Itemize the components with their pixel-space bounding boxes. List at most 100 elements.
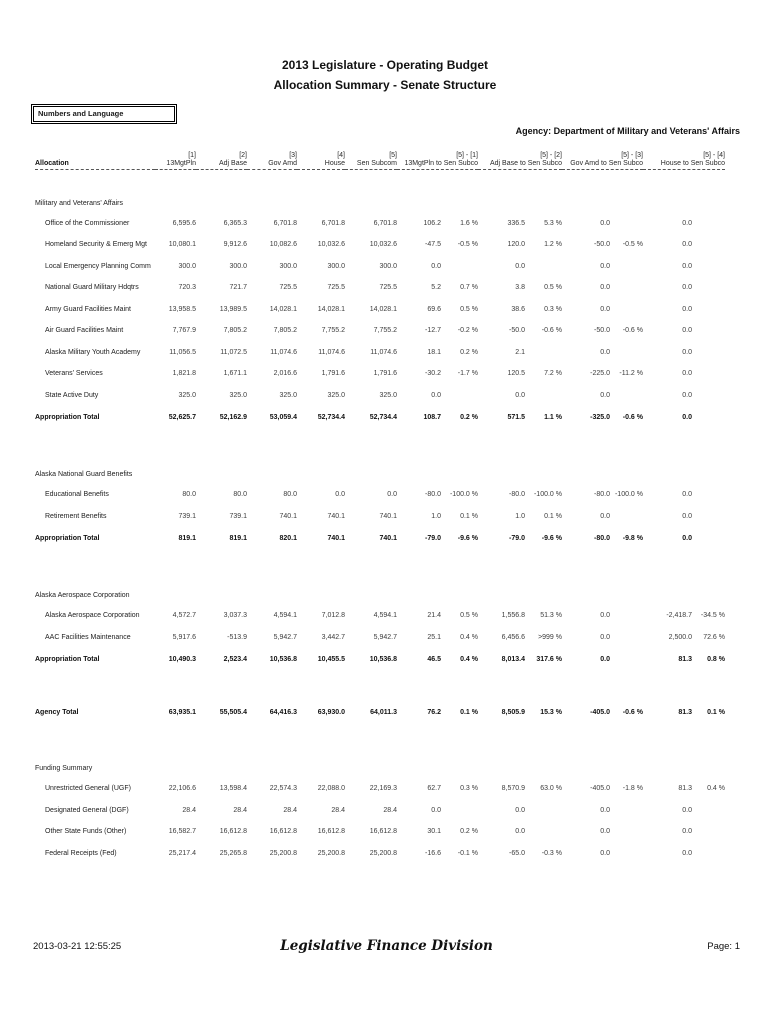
column-ref: [1] [188,151,196,159]
diff-value-cell: 0.0 [682,828,692,836]
diff-pct-cell: 51.3 % [540,612,562,620]
row-label: Army Guard Facilities Maint [45,305,131,313]
value-cell: 14,028.1 [317,305,345,313]
diff-value-cell: 0.0 [600,849,610,857]
diff-pct-cell: -9.6 % [457,535,478,543]
diff-value-cell: 1.0 [431,512,441,520]
value-cell: 10,536.8 [369,656,397,664]
value-cell: 10,032.6 [317,241,345,249]
diff-value-cell: 0.0 [515,391,525,399]
diff-value-cell: 0.0 [515,828,525,836]
column-ref: [4] [337,151,345,159]
report-title-line1: 2013 Legislature - Operating Budget [281,58,489,72]
diff-value-cell: -80.0 [594,535,610,543]
value-cell: 6,701.8 [273,219,297,227]
diff-column-ref: [5] - [3] [621,151,643,159]
diff-value-cell: 0.0 [682,535,692,543]
value-cell: 52,734.4 [369,414,397,422]
diff-value-cell: 5.2 [431,284,441,292]
diff-value-cell: 6,456.6 [501,633,525,641]
table-row: Office of the Commissioner 6,595.6 6,365.3… [35,213,725,235]
diff-column-label: Gov Amd to Sen Subco [562,160,643,170]
value-cell: 22,088.0 [317,785,345,793]
value-cell: 22,169.3 [369,785,397,793]
diff-pct-cell: -11.2 % [619,370,643,378]
allocation-table: [1] [2] [3] [4] [5] [5] - [1] [5] - [2] … [35,152,725,865]
column-label: Adj Base [196,160,247,170]
footer-org: Legislative Finance Division [280,938,493,954]
diff-pct-cell: 7.2 % [544,370,562,378]
diff-value-cell: 0.0 [600,806,610,814]
diff-value-cell: 0.0 [515,806,525,814]
diff-value-cell: 0.0 [682,391,692,399]
diff-pct-cell: 0.1 % [707,708,725,716]
value-cell: 25,265.8 [219,849,247,857]
table-row: Air Guard Facilities Maint 7,767.9 7,805.2… [35,320,725,342]
diff-value-cell: 0.0 [682,241,692,249]
row-label: Retirement Benefits [45,512,107,520]
value-cell: 52,162.9 [219,414,247,422]
value-cell: 25,200.8 [269,849,297,857]
diff-column-ref: [5] - [2] [540,151,562,159]
table-row: Educational Benefits 80.0 80.0 80.0 0.0 0.0 -8… [35,484,725,506]
table-row: Homeland Security & Emerg Mgt 10,080.1 9,9… [35,234,725,256]
value-cell: 11,072.5 [220,348,247,356]
diff-value-cell: 1,556.8 [501,612,525,620]
value-cell: 10,080.1 [168,241,196,249]
row-label: Alaska Military Youth Academy [45,348,141,356]
table-body: Military and Veterans' Affairs Office of … [35,194,725,865]
value-cell: 11,074.6 [270,348,297,356]
diff-pct-cell: 63.0 % [540,785,562,793]
value-cell: 6,365.3 [223,219,247,227]
value-cell: 300.0 [379,262,397,270]
value-cell: 80.0 [182,491,196,499]
value-cell: 11,056.5 [169,348,196,356]
diff-value-cell: 0.0 [682,512,692,520]
agency-label: Agency: Department of Military and Veter… [515,125,740,136]
row-label: Air Guard Facilities Maint [45,327,124,335]
diff-value-cell: 0.0 [431,806,441,814]
diff-value-cell: 0.0 [682,284,692,292]
value-cell: 725.5 [279,284,297,292]
diff-value-cell: 3.8 [515,284,525,292]
value-cell: 16,612.8 [369,828,397,836]
diff-pct-cell: -0.6 % [622,708,643,716]
diff-value-cell: -50.0 [594,241,610,249]
value-cell: 0.0 [387,491,397,499]
allocation-column-header: Allocation [35,160,155,170]
value-cell: 6,595.6 [172,219,196,227]
value-cell: 7,805.2 [223,327,247,335]
value-cell: 28.4 [383,806,397,814]
value-cell: 5,942.7 [273,633,297,641]
report-title-line2: Allocation Summary - Senate Structure [273,77,497,92]
value-cell: 739.1 [229,512,247,520]
value-cell: 325.0 [379,391,397,399]
value-cell: 16,612.8 [317,828,345,836]
row-label: Veterans' Services [45,370,103,378]
diff-pct-cell: 0.3 % [544,305,562,313]
diff-value-cell: 0.0 [682,806,692,814]
value-cell: 14,028.1 [369,305,397,313]
diff-value-cell: 2,500.0 [668,633,692,641]
diff-value-cell: 108.7 [423,414,441,422]
diff-pct-cell: 0.2 % [460,414,478,422]
diff-pct-cell: 0.1 % [460,708,478,716]
diff-value-cell: -2,418.7 [666,612,692,620]
diff-value-cell: 0.0 [600,219,610,227]
row-label: Unrestricted General (UGF) [45,785,131,793]
row-label: Appropriation Total [35,535,100,543]
table-row: State Active Duty 325.0 325.0 325.0 325.0 325… [35,385,725,407]
table-row: Retirement Benefits 739.1 739.1 740.1 740.1 7… [35,506,725,528]
diff-pct-cell: -1.8 % [622,785,643,793]
report-title-block: 2013 Legislature - Operating Budget Allo… [0,0,770,96]
value-cell: 740.1 [379,512,397,520]
diff-value-cell: 81.3 [678,708,692,716]
diff-value-cell: 2.1 [515,348,525,356]
diff-value-cell: -16.6 [425,849,441,857]
diff-value-cell: 336.5 [507,219,525,227]
value-cell: 7,012.8 [321,612,345,620]
row-label: Alaska Aerospace Corporation [45,612,140,620]
value-cell: 300.0 [327,262,345,270]
diff-value-cell: 0.0 [600,828,610,836]
value-cell: 4,572.7 [172,612,196,620]
